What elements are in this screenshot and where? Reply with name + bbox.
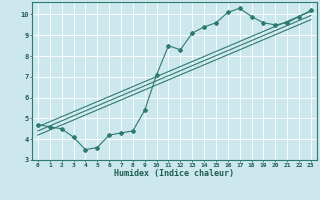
X-axis label: Humidex (Indice chaleur): Humidex (Indice chaleur): [115, 169, 234, 178]
